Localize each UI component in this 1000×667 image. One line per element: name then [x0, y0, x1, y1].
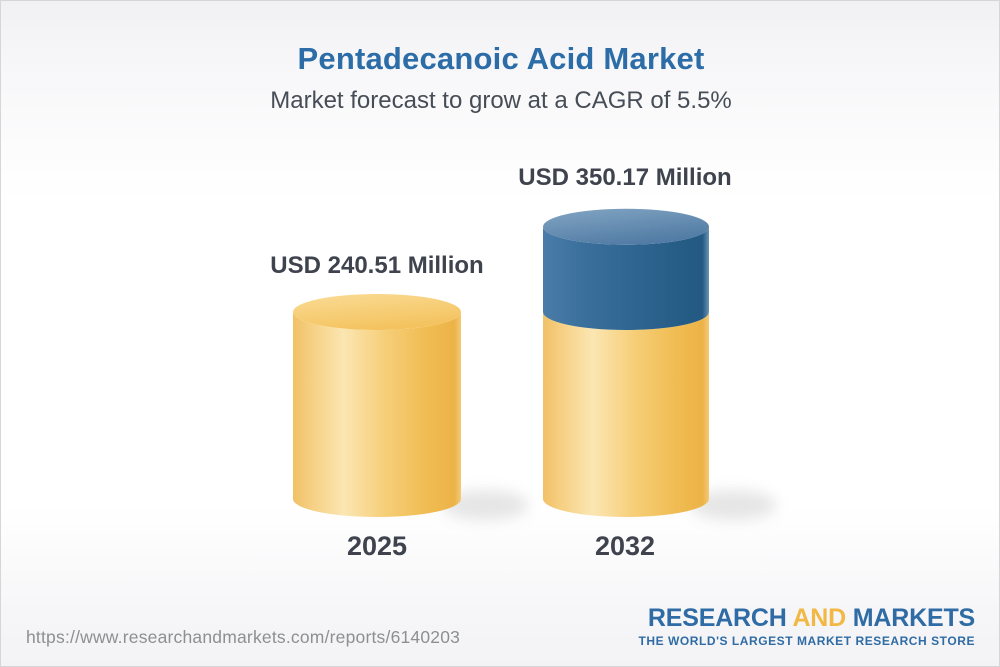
cylinder-shadow	[441, 490, 529, 520]
cylinder-2025-body	[293, 312, 461, 517]
chart-title: Pentadecanoic Acid Market	[297, 41, 705, 76]
value-label-2032: USD 350.17 Million	[518, 164, 732, 191]
cylinder-shadow	[689, 490, 777, 520]
category-label-2032: 2032	[594, 531, 656, 561]
bars-group	[293, 208, 777, 520]
company-logo: RESEARCH AND MARKETS THE WORLD'S LARGEST…	[638, 603, 975, 648]
cylinder-2032-top	[543, 208, 709, 245]
report-url: https://www.researchandmarkets.com/repor…	[26, 627, 461, 647]
category-label-2025: 2025	[346, 531, 408, 561]
logo-wordmark: RESEARCH AND MARKETS	[638, 603, 975, 633]
logo-word-research: RESEARCH	[647, 604, 787, 632]
logo-word-and: AND	[792, 604, 847, 632]
cylinder-2032-base-segment	[543, 312, 709, 517]
logo-tagline: THE WORLD'S LARGEST MARKET RESEARCH STOR…	[638, 634, 975, 648]
cylinder-2025-top	[293, 294, 461, 330]
logo-word-markets: MARKETS	[852, 604, 975, 632]
chart-subtitle: Market forecast to grow at a CAGR of 5.5…	[270, 87, 732, 114]
cylinder-2032-growth-segment	[543, 226, 709, 330]
value-label-2025: USD 240.51 Million	[270, 252, 484, 279]
